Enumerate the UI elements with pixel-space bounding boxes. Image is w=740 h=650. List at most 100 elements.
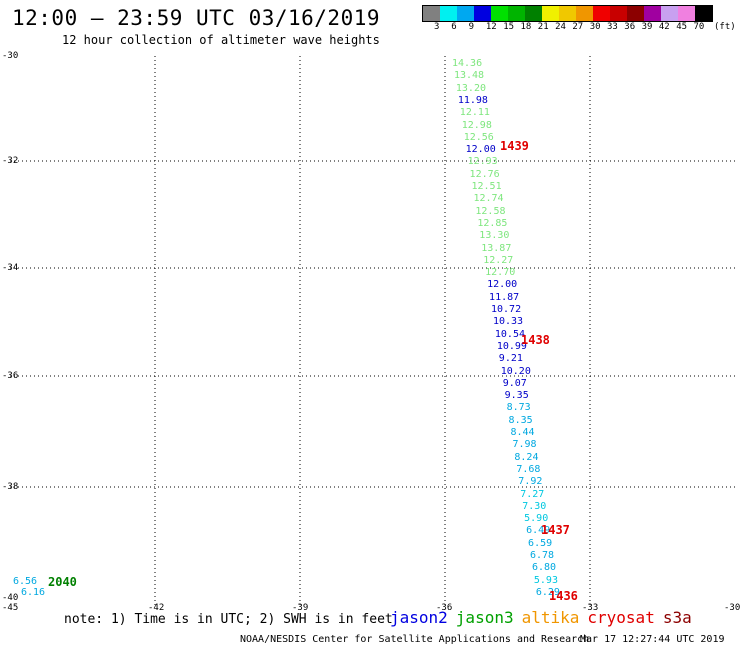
legend-swatch [695,6,712,21]
x-axis-label: -36 [436,603,453,613]
footer-note: note: 1) Time is in UTC; 2) SWH is in fe… [64,612,393,627]
wave-height-value: 12.74 [473,193,504,205]
x-axis-label: -30 [724,603,740,613]
wave-height-value: 12.00 [465,144,496,156]
mission-label: altika [521,608,580,627]
time-label: 1438 [521,333,550,347]
x-axis-label: -45 [2,603,19,613]
legend-swatch [423,6,440,21]
legend-label: 3 [434,22,440,32]
legend-swatch [576,6,593,21]
wave-height-value: 13.48 [453,70,485,82]
footer-credits: NOAA/NESDIS Center for Satellite Applica… [240,634,590,645]
legend-label: 45 [676,22,688,32]
legend-swatch [644,6,661,21]
legend-swatch [593,6,610,21]
legend-label: 27 [572,22,584,32]
legend-swatch [474,6,491,21]
time-label: 1439 [500,139,529,153]
wave-height-value: 13.20 [455,82,486,94]
wave-height-value: 12.85 [477,217,508,229]
y-axis-label: -40 [2,593,19,603]
wave-height-value: 5.90 [524,513,549,525]
time-label: 2040 [48,575,77,589]
legend-label: 18 [520,22,532,32]
wave-height-value: 13.30 [479,230,510,242]
wave-height-value: 11.98 [457,94,488,106]
y-axis-label: -32 [2,156,19,166]
wave-height-value: 12.00 [487,279,518,291]
wave-height-value: 7.27 [520,488,545,500]
time-label: 1437 [541,523,570,537]
wave-height-value: 12.11 [459,107,490,119]
legend-swatch [457,6,474,21]
time-label: 1436 [549,589,578,603]
mission-label: jason3 [455,608,514,627]
legend-label: 21 [537,22,549,32]
wave-height-value: 12.51 [471,181,502,192]
wave-height-value: 12.58 [475,205,506,217]
wave-height-value: 12.76 [469,168,500,180]
wave-height-value: 8.35 [508,414,533,426]
x-axis-label: -42 [148,603,165,613]
wave-height-value: 6.49 [526,525,551,537]
wave-height-value: 12.70 [485,267,516,279]
mission-label: jason2 [390,608,448,627]
legend-swatch [440,6,457,21]
page-subtitle: 12 hour collection of altimeter wave hei… [62,33,380,47]
x-axis-label: -33 [582,603,599,613]
wave-height-value: 10.54 [494,328,525,340]
wave-height-value: 8.24 [514,451,539,463]
legend-label: 70 [693,22,705,32]
legend-label: (ft) [714,22,736,32]
legend-swatch [491,6,508,21]
color-legend-bar [422,5,713,22]
wave-height-value: 14.36 [452,58,483,69]
wave-height-value: 9.21 [498,353,523,365]
wave-height-value: 12.27 [483,254,514,266]
y-axis-label: -30 [2,51,19,61]
wave-height-value: 5.93 [533,574,558,586]
legend-label: 42 [658,22,670,32]
wave-height-value: 9.07 [502,377,527,389]
x-axis-label: -39 [292,603,309,613]
mission-label: s3a [662,608,692,627]
legend-swatch [627,6,644,21]
legend-label: 24 [555,22,566,32]
wave-height-value: 6.59 [528,537,553,549]
wave-height-value: 10.33 [492,316,524,328]
wave-height-value: 10.72 [491,304,522,315]
wave-height-value: 7.98 [512,439,537,451]
legend-label: 33 [607,22,618,32]
y-axis-label: -36 [2,371,19,381]
legend-swatch [610,6,627,21]
wave-height-value: 6.16 [21,587,46,598]
wave-height-value: 6.56 [13,576,38,587]
legend-swatch [661,6,678,21]
wave-height-value: 6.80 [531,562,557,574]
wave-height-value: 10.20 [500,365,531,377]
y-axis-label: -38 [2,482,19,492]
wave-height-value: 12.98 [461,119,492,131]
legend-label: 12 [485,22,497,32]
wave-height-value: 7.30 [522,500,547,512]
wave-height-value: 12.56 [463,131,494,143]
legend-swatch [559,6,576,21]
legend-label: 15 [503,22,515,32]
wave-height-value: 9.35 [504,390,529,402]
wave-height-value: 7.68 [516,463,541,475]
grid-lines [10,56,735,605]
legend-label: 36 [624,22,636,32]
mission-legend: jason2 jason3 altika cryosat s3a [390,608,700,627]
wave-height-value: 8.44 [510,427,535,438]
y-axis-label: -34 [2,263,19,273]
wave-height-value: 11.87 [489,291,520,303]
wave-height-value: 13.87 [481,242,512,254]
legend-swatch [678,6,695,21]
footer-timestamp: Mar 17 12:27:44 UTC 2019 [580,634,725,645]
wave-height-value: 6.29 [535,586,560,598]
legend-swatch [508,6,525,21]
mission-label: cryosat [587,608,655,627]
wave-height-value: 6.78 [530,550,555,561]
